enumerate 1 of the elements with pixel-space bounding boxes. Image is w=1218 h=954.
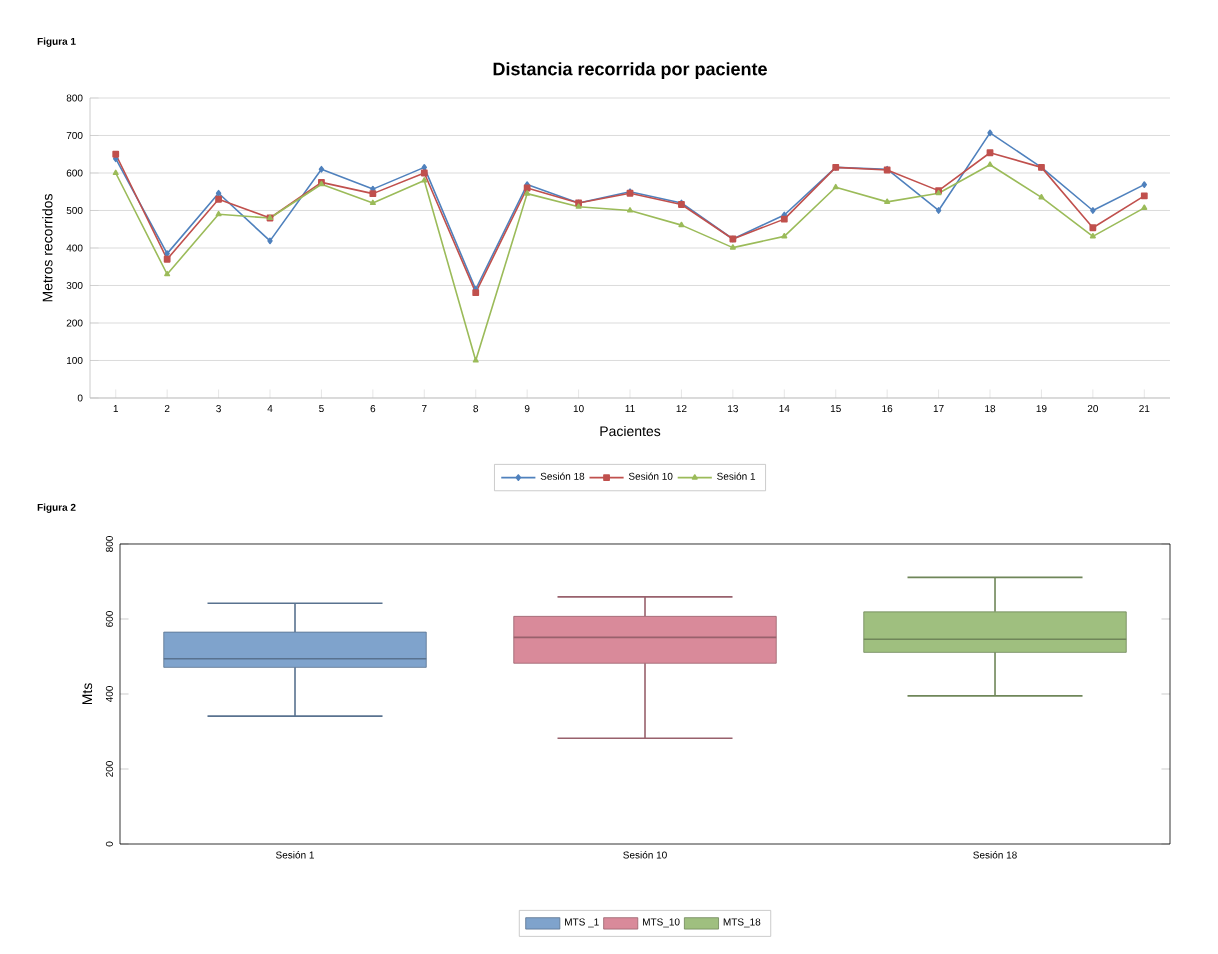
chart-title: Distancia recorrida por paciente (493, 62, 767, 79)
